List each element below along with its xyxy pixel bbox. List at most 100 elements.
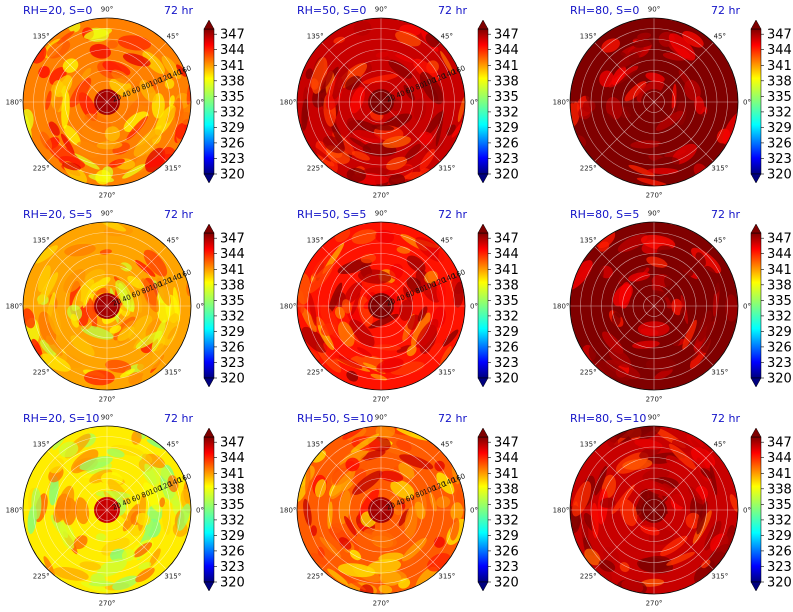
- angle-tick-label: 0°: [470, 99, 478, 107]
- field-patch: [161, 55, 181, 79]
- field-patch: [611, 66, 627, 86]
- colorbar-tick-label: 338: [767, 278, 792, 293]
- field-patch: [655, 110, 684, 131]
- angle-tick-label: 315°: [164, 368, 181, 376]
- field-patch: [718, 96, 724, 120]
- field-patch: [591, 502, 599, 539]
- colorbar-tick-label: 329: [767, 121, 792, 136]
- field-patch: [346, 370, 359, 382]
- angle-tick-label: 0°: [743, 507, 751, 515]
- colorbar-tick-label: 335: [767, 294, 792, 309]
- field-patch: [419, 148, 435, 171]
- angle-tick-label: 90°: [648, 6, 660, 14]
- field-patch: [101, 537, 130, 556]
- field-patch: [73, 535, 88, 550]
- field-patch: [424, 270, 438, 284]
- polar-gridlines: [569, 17, 739, 187]
- field-patch: [450, 502, 464, 522]
- colorbar-tick-label: 323: [220, 356, 245, 371]
- field-patch: [63, 125, 81, 146]
- field-patch: [586, 296, 602, 326]
- field-patch: [636, 177, 670, 186]
- field-patch: [49, 475, 59, 506]
- angle-tick-label: 315°: [164, 164, 181, 172]
- field-patch: [58, 441, 79, 458]
- angular-gridline: [594, 305, 655, 366]
- angle-tick-label: 225°: [33, 572, 50, 580]
- field-patch: [442, 329, 459, 347]
- radial-tick-label: 60: [405, 493, 416, 504]
- field-patch: [571, 312, 580, 340]
- panel-time-label: 72 hr: [438, 412, 467, 425]
- field-patch: [305, 68, 314, 80]
- field-patch: [401, 537, 427, 562]
- angle-tick-label: 135°: [580, 237, 597, 245]
- angle-tick-label: 270°: [99, 192, 116, 200]
- colorbar-tick-label: 341: [220, 59, 245, 74]
- field-patch: [337, 321, 355, 347]
- radial-tick-label: 40: [121, 293, 132, 304]
- polar-panel: 90°45°0°315°270°225°180°135°204060801001…: [6, 4, 245, 200]
- angle-tick-label: 45°: [167, 237, 179, 245]
- field-patch: [429, 342, 443, 358]
- colorbar-tick-label: 326: [767, 544, 792, 559]
- angle-tick-label: 135°: [580, 33, 597, 41]
- angle-tick-label: 0°: [743, 99, 751, 107]
- field-patch: [600, 247, 615, 256]
- field-patch: [23, 308, 36, 329]
- colorbar-tick-label: 323: [767, 152, 792, 167]
- field-patch: [709, 464, 718, 496]
- radial-tick-label: 60: [131, 289, 142, 300]
- field-patch: [117, 35, 152, 51]
- field-patch: [135, 512, 151, 526]
- field-patch: [671, 439, 691, 453]
- radial-tick-label: 40: [395, 293, 406, 304]
- colorbar-tick-label: 320: [767, 372, 792, 387]
- polar-field: [27, 429, 191, 593]
- field-patch: [599, 70, 614, 88]
- field-patch: [46, 40, 71, 59]
- field-patch: [37, 265, 51, 293]
- field-patch: [697, 310, 712, 342]
- field-patch: [420, 277, 441, 303]
- angle-tick-label: 90°: [648, 414, 660, 422]
- angular-gridline: [47, 450, 108, 511]
- field-patch: [700, 335, 721, 353]
- colorbar-body: [750, 232, 762, 379]
- angle-tick-label: 225°: [307, 368, 324, 376]
- field-patch: [725, 294, 738, 322]
- field-patch: [694, 96, 705, 115]
- angular-gridline: [321, 450, 382, 511]
- angle-tick-label: 270°: [99, 600, 116, 608]
- angle-tick-label: 225°: [580, 164, 597, 172]
- field-patch: [334, 306, 345, 319]
- field-patch: [633, 33, 662, 48]
- field-patch: [167, 475, 179, 493]
- field-patch: [415, 236, 445, 262]
- field-patch: [135, 259, 156, 277]
- field-patch: [388, 173, 406, 186]
- field-patch: [142, 51, 165, 74]
- field-patch: [357, 269, 392, 284]
- angular-gridline: [106, 101, 167, 162]
- field-patch: [149, 548, 161, 567]
- polar-frame: [569, 221, 739, 391]
- field-patch: [31, 487, 42, 520]
- radial-tick-label: 40: [395, 89, 406, 100]
- angle-tick-label: 270°: [646, 600, 663, 608]
- field-patch: [111, 69, 130, 84]
- angular-gridline: [653, 450, 714, 511]
- field-patch: [417, 306, 428, 322]
- colorbar-extend-min: [203, 173, 215, 184]
- field-patch: [694, 111, 707, 134]
- field-patch: [162, 313, 180, 346]
- field-patch: [362, 73, 399, 84]
- colorbar-tick-label: 341: [494, 59, 519, 74]
- angular-gridline: [594, 101, 655, 162]
- colorbar-extend-max: [203, 19, 215, 30]
- field-patch: [607, 436, 619, 448]
- field-patch: [684, 79, 701, 101]
- field-patch: [143, 519, 153, 541]
